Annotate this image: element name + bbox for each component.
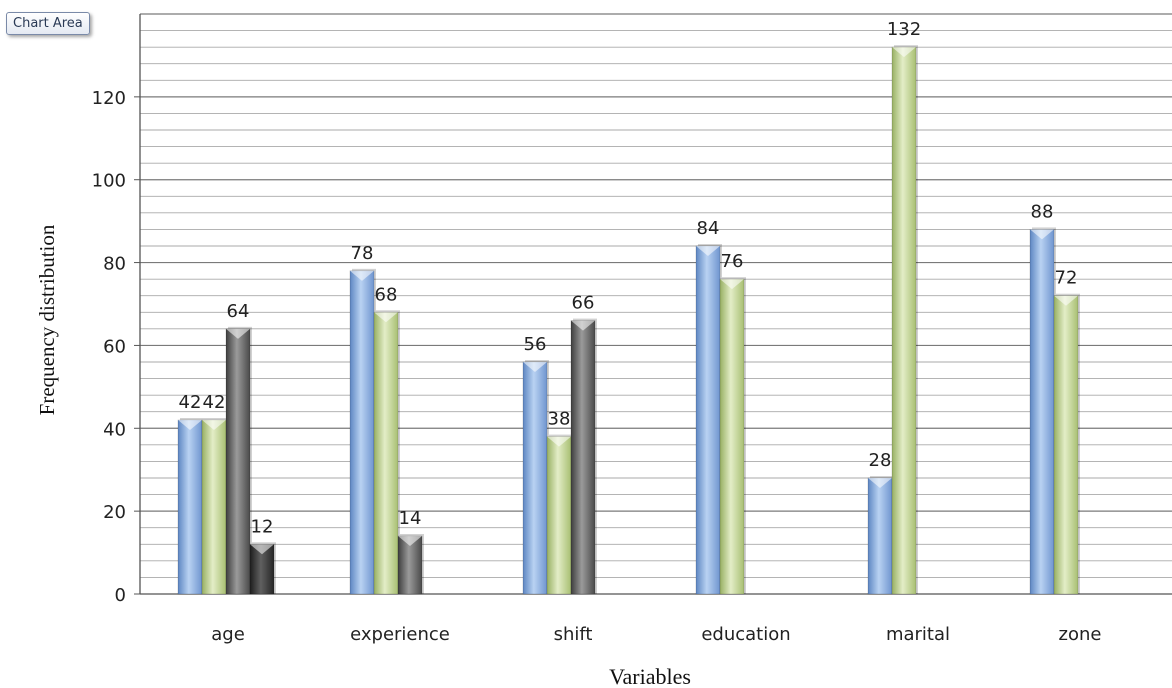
data-label: 28 bbox=[869, 450, 892, 471]
category-label: age bbox=[211, 624, 245, 645]
y-tick-labels: 0 20 40 60 80 100 120 bbox=[92, 88, 126, 606]
data-label: 42 bbox=[179, 392, 202, 413]
bar bbox=[225, 328, 251, 595]
data-label: 76 bbox=[721, 251, 744, 272]
bar-cap bbox=[178, 420, 202, 430]
bar bbox=[695, 245, 721, 595]
gridlines bbox=[140, 13, 1172, 578]
y-tick-label: 0 bbox=[115, 585, 126, 606]
data-label: 14 bbox=[399, 508, 422, 529]
category-label: experience bbox=[350, 624, 450, 645]
bar bbox=[570, 320, 596, 595]
bar-cap bbox=[350, 270, 374, 281]
bar-cap bbox=[547, 436, 571, 447]
data-label: 38 bbox=[548, 409, 571, 430]
y-tick-label: 120 bbox=[92, 88, 126, 109]
data-label: 64 bbox=[227, 301, 250, 322]
axes bbox=[134, 14, 1172, 595]
y-tick-label: 100 bbox=[92, 171, 126, 192]
bar-cap bbox=[868, 478, 892, 488]
bar bbox=[1029, 229, 1055, 595]
bar-cap bbox=[250, 544, 274, 555]
chart-area-tooltip: Chart Area bbox=[6, 12, 90, 35]
y-tick-label: 80 bbox=[103, 254, 126, 275]
bar bbox=[522, 361, 548, 595]
bar-cap bbox=[1030, 229, 1054, 240]
bar-cap bbox=[523, 362, 547, 372]
bar bbox=[177, 419, 203, 595]
bar bbox=[1053, 295, 1079, 595]
category-label: shift bbox=[554, 624, 593, 645]
data-label: 84 bbox=[697, 218, 720, 239]
data-label: 132 bbox=[887, 19, 921, 40]
bar bbox=[891, 46, 917, 595]
x-axis-label: Variables bbox=[609, 664, 691, 688]
data-label: 56 bbox=[524, 334, 547, 355]
data-label: 42 bbox=[203, 392, 226, 413]
bar-cap bbox=[374, 312, 398, 323]
bar-cap bbox=[398, 536, 422, 546]
data-label: 66 bbox=[572, 293, 595, 314]
category-label: education bbox=[701, 624, 790, 645]
bar bbox=[201, 419, 227, 595]
data-label: 12 bbox=[251, 516, 274, 537]
bar bbox=[349, 270, 375, 595]
data-labels: 42 78 56 84 28 88 42 68 38 76 132 72 64 14 66 12 bbox=[179, 19, 1078, 537]
y-tick-label: 40 bbox=[103, 419, 126, 440]
bar bbox=[546, 436, 572, 595]
data-label: 68 bbox=[375, 284, 398, 305]
category-labels: age experience shift education marital zone bbox=[211, 624, 1101, 645]
bar-cap bbox=[226, 328, 250, 339]
y-axis-label: Frequency distribution bbox=[35, 224, 59, 415]
bar-cap bbox=[202, 420, 226, 430]
y-tick-label: 60 bbox=[103, 336, 126, 357]
bar-cap bbox=[720, 279, 744, 290]
category-label: zone bbox=[1059, 624, 1102, 645]
bar bbox=[867, 477, 893, 595]
data-label: 78 bbox=[351, 243, 374, 264]
category-label: marital bbox=[886, 624, 950, 645]
bar-cap bbox=[892, 47, 916, 58]
bar bbox=[719, 278, 745, 595]
data-label: 72 bbox=[1055, 268, 1078, 289]
bar-cap bbox=[571, 320, 595, 331]
bar-cap bbox=[1054, 295, 1078, 306]
bar bbox=[373, 311, 399, 595]
data-label: 88 bbox=[1031, 201, 1054, 222]
bars bbox=[177, 45, 1080, 595]
bar-cap bbox=[696, 246, 720, 256]
y-tick-label: 20 bbox=[103, 502, 126, 523]
